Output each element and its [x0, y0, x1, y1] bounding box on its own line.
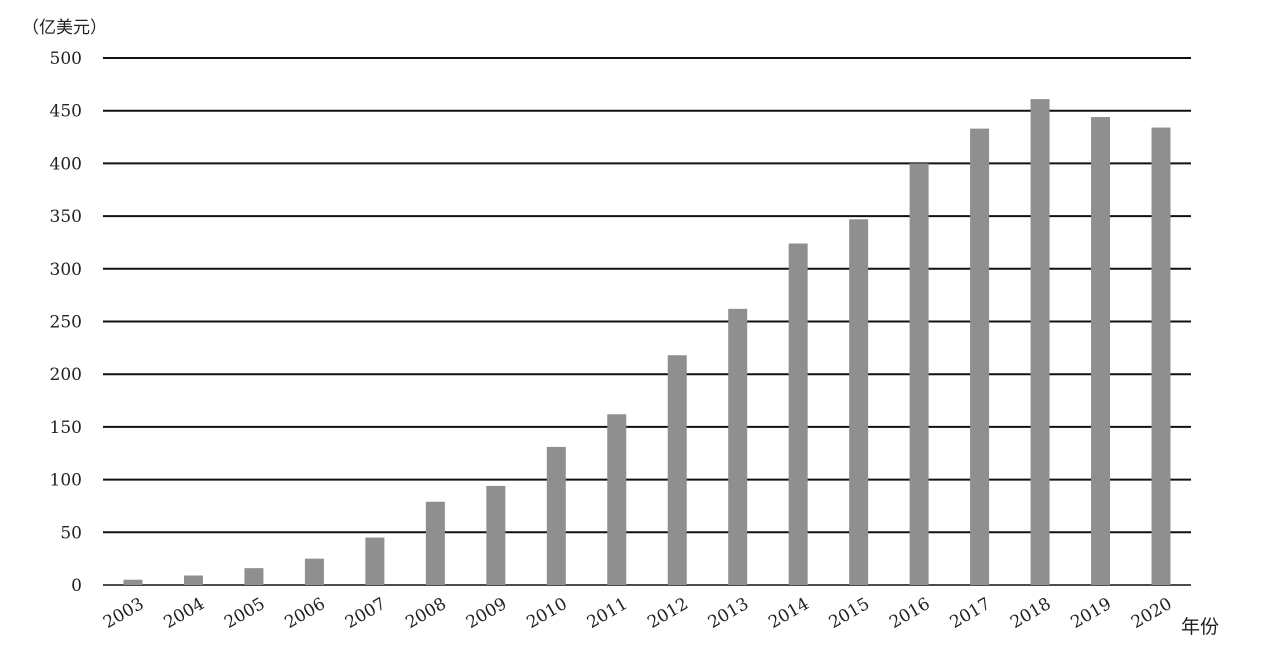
bars — [123, 99, 1171, 586]
x-tick-label: 2008 — [402, 594, 449, 633]
x-tick-label: 2013 — [705, 594, 752, 633]
bar-2020 — [1151, 127, 1171, 586]
x-tick-label: 2018 — [1007, 594, 1054, 633]
x-tick-labels: 2003 2004 2005 2006 2007 2008 2009 2010 2011 2012… — [100, 594, 1175, 633]
y-tick-label: 250 — [50, 313, 82, 333]
bar-2009 — [486, 485, 506, 585]
bar-2018 — [1030, 99, 1050, 585]
x-tick-label: 2016 — [886, 594, 933, 633]
y-tick-label: 200 — [50, 365, 82, 385]
bar-2015 — [849, 219, 869, 585]
bar-2003 — [123, 579, 143, 585]
y-tick-labels: 0 50 100 150 200 250 300 350 400 450 500 — [50, 49, 82, 596]
x-axis-label: 年份 — [1181, 616, 1219, 638]
bar-2006 — [304, 558, 324, 585]
x-tick-label: 2010 — [523, 594, 570, 633]
x-tick-label: 2011 — [584, 594, 631, 633]
bar-2013 — [728, 308, 748, 585]
bar-2017 — [970, 128, 990, 586]
bar-2007 — [365, 537, 385, 585]
y-tick-label: 100 — [50, 471, 82, 491]
y-tick-label: 150 — [50, 418, 82, 438]
x-tick-label: 2012 — [644, 594, 691, 633]
y-tick-label: 50 — [60, 523, 82, 543]
bar-2014 — [788, 243, 808, 585]
bar-2005 — [244, 568, 264, 585]
y-tick-label: 400 — [50, 154, 82, 174]
bar-2008 — [425, 501, 445, 585]
bar-2010 — [546, 446, 566, 585]
x-tick-label: 2019 — [1068, 594, 1115, 633]
x-tick-label: 2006 — [281, 594, 328, 633]
y-tick-label: 0 — [71, 576, 82, 596]
x-tick-label: 2017 — [947, 594, 994, 633]
bar-2004 — [183, 575, 203, 585]
bar-2012 — [667, 355, 687, 585]
x-tick-label: 2003 — [100, 594, 147, 633]
bar-2019 — [1091, 117, 1111, 586]
x-tick-label: 2007 — [342, 594, 389, 633]
y-tick-label: 500 — [50, 49, 82, 69]
x-tick-label: 2014 — [765, 594, 812, 633]
y-tick-label: 450 — [50, 102, 82, 122]
bar-2016 — [909, 163, 929, 585]
y-tick-label: 350 — [50, 207, 82, 227]
y-tick-label: 300 — [50, 260, 82, 280]
x-tick-label: 2015 — [826, 594, 873, 633]
y-axis-unit-label: （亿美元） — [22, 18, 107, 38]
bar-2011 — [607, 414, 627, 585]
x-tick-label: 2020 — [1128, 594, 1175, 633]
gridlines — [103, 57, 1191, 586]
x-tick-label: 2005 — [221, 594, 268, 633]
x-tick-label: 2009 — [463, 594, 510, 633]
x-tick-label: 2004 — [161, 594, 208, 633]
